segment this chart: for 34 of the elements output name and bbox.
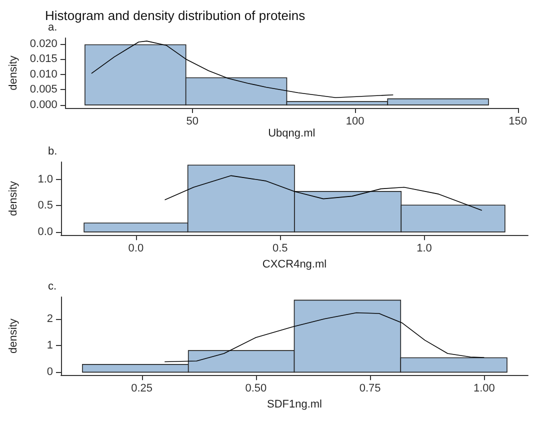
x-tick-label: 150 — [508, 116, 528, 128]
x-tick-label: 100 — [346, 116, 364, 128]
x-tick-label: 1.00 — [473, 382, 495, 395]
x-axis-title: SDF1ng.ml — [266, 398, 322, 410]
y-tick-label: 0.020 — [30, 38, 58, 50]
text: a. — [48, 22, 58, 34]
x-tick-label: 1.0 — [416, 242, 432, 255]
y-tick-label: 0.0 — [38, 226, 53, 238]
line-series — [164, 312, 485, 362]
y-tick-label: 0.5 — [38, 200, 53, 212]
chart-title: Histogram and density distribution of proteins — [45, 8, 306, 23]
x-axis-title: Ubqng.ml — [268, 127, 316, 140]
line-series — [91, 40, 394, 98]
text: b. — [48, 146, 58, 158]
y-tick-label: 0.000 — [30, 98, 58, 111]
x-tick-label: 0.25 — [131, 382, 153, 395]
x-tick-label: 0.75 — [359, 382, 381, 395]
y-axis-title: density — [8, 318, 20, 354]
x-tick-label: 0.5 — [272, 242, 288, 255]
y-axis-title: density — [8, 55, 20, 90]
x-axis-title: CXCR4ng.ml — [262, 258, 327, 270]
y-axis-title: density — [8, 180, 20, 216]
y-tick-label: 0.015 — [30, 53, 58, 66]
line-series — [164, 175, 482, 211]
y-tick-label: 0.005 — [30, 84, 58, 96]
y-tick-label: 0 — [46, 366, 53, 378]
y-tick-label: 1 — [46, 340, 53, 352]
y-tick-label: 1.0 — [38, 173, 53, 186]
y-tick-label: 2 — [46, 312, 53, 325]
x-tick-label: 50 — [186, 116, 198, 128]
y-tick-label: 0.010 — [30, 68, 58, 80]
x-tick-label: 0.50 — [245, 382, 267, 395]
x-tick-label: 0.0 — [128, 242, 144, 255]
text: c. — [48, 280, 57, 292]
